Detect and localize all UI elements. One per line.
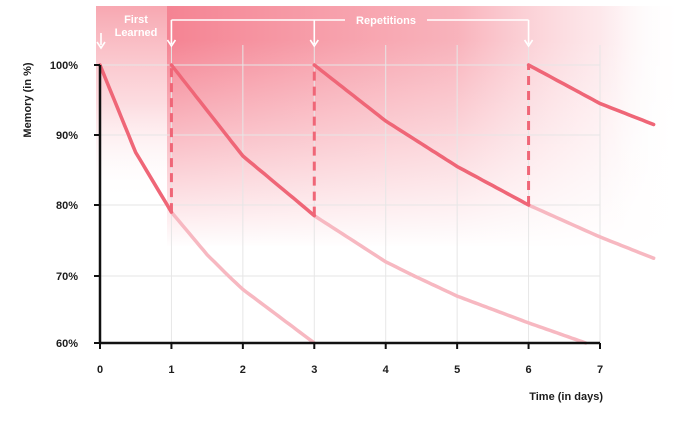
repetition-arrowhead-icon-6 [523, 39, 534, 48]
tick-labels: 0 1 2 3 4 5 6 7 60% 70% 80% 90% 100% [50, 60, 603, 376]
first-learned-arrowhead-icon [96, 41, 106, 50]
x-axis-label: Time (in days) [529, 391, 603, 403]
curves [98, 63, 656, 345]
axes [94, 64, 601, 349]
banner: First Learned Repetitions [96, 14, 534, 50]
x-tick-label-7: 7 [597, 364, 603, 376]
x-tick-label-0: 0 [97, 364, 103, 376]
y-tick-label-100: 100% [50, 60, 78, 72]
y-tick-label-60: 60% [56, 338, 78, 350]
first-learned-band [96, 6, 167, 201]
repetitions-label: Repetitions [356, 15, 416, 27]
y-tick-label-70: 70% [56, 271, 78, 283]
curve-solid-2 [312, 63, 531, 207]
repetition-arrowhead-icon-1 [166, 39, 177, 48]
curve-solid-1 [169, 63, 317, 218]
repetition-arrowhead-icon-3 [309, 39, 319, 48]
curve-solid-0 [98, 63, 174, 214]
x-tick-label-6: 6 [526, 364, 532, 376]
first-learned-label-line2: Learned [115, 27, 158, 39]
background-bands [96, 0, 695, 260]
first-learned-label-line1: First [124, 14, 148, 26]
repetition-markers [169, 65, 531, 216]
y-tick-label-90: 90% [56, 130, 78, 142]
y-tick-label-80: 80% [56, 200, 78, 212]
x-tick-label-4: 4 [383, 364, 390, 376]
x-tick-label-5: 5 [454, 364, 460, 376]
banner-arrows [96, 19, 534, 50]
x-tick-label-3: 3 [311, 364, 317, 376]
x-tick-label-2: 2 [240, 364, 246, 376]
y-axis-label: Memory (in %) [22, 62, 34, 138]
curve-solid-3 [526, 63, 656, 127]
right-edge-fade [600, 0, 695, 260]
x-tick-label-1: 1 [168, 364, 174, 376]
